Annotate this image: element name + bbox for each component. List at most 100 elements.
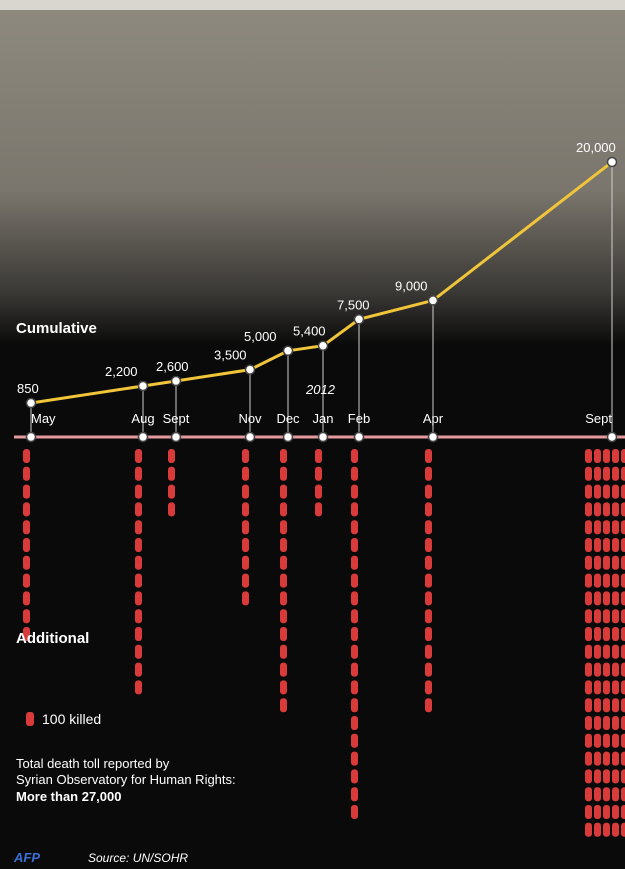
additional-unit-1-0-11: [135, 644, 142, 659]
additional-unit-8-1-13: [594, 680, 601, 695]
additional-unit-4-0-8: [280, 591, 287, 606]
additional-unit-8-1-2: [594, 484, 601, 499]
additional-unit-6-0-16: [351, 733, 358, 748]
additional-unit-1-0-4: [135, 520, 142, 535]
additional-unit-8-2-18: [603, 769, 610, 784]
additional-unit-8-3-19: [612, 787, 619, 802]
additional-unit-8-1-1: [594, 466, 601, 481]
cumulative-point-1: [137, 380, 149, 392]
additional-unit-0-0-9: [23, 609, 30, 624]
additional-unit-0-0-5: [23, 538, 30, 552]
additional-unit-7-0-13: [425, 680, 432, 695]
additional-unit-8-2-15: [603, 716, 610, 730]
additional-unit-8-1-18: [594, 769, 601, 784]
additional-unit-8-4-15: [621, 716, 625, 730]
additional-unit-1-0-2: [135, 484, 142, 499]
additional-unit-8-4-12: [621, 662, 625, 677]
additional-unit-1-0-12: [135, 662, 142, 677]
additional-unit-7-0-0: [425, 449, 432, 463]
additional-unit-1-0-13: [135, 680, 142, 695]
additional-unit-8-0-21: [585, 822, 592, 837]
additional-unit-8-0-13: [585, 680, 592, 695]
additional-unit-6-0-5: [351, 538, 358, 552]
additional-unit-7-0-4: [425, 520, 432, 535]
axis-marker-1: [137, 431, 149, 443]
additional-unit-8-3-6: [612, 555, 619, 570]
cumulative-point-3: [244, 364, 256, 375]
additional-unit-6-0-9: [351, 609, 358, 624]
year-marker: 2012: [306, 382, 335, 397]
additional-unit-6-0-11: [351, 644, 358, 659]
additional-unit-8-3-4: [612, 520, 619, 535]
cumulative-point-0: [25, 397, 37, 409]
additional-unit-8-4-1: [621, 466, 625, 481]
additional-unit-8-3-2: [612, 484, 619, 499]
total-line-1: Total death toll reported by: [16, 756, 170, 771]
additional-unit-8-2-8: [603, 591, 610, 606]
cumulative-value-label-7: 9,000: [395, 278, 428, 293]
additional-unit-7-0-9: [425, 609, 432, 624]
additional-unit-8-2-5: [603, 538, 610, 552]
additional-unit-2-0-3: [168, 502, 175, 517]
additional-unit-8-1-21: [594, 822, 601, 837]
additional-unit-6-0-15: [351, 716, 358, 730]
axis-marker-3: [244, 431, 256, 443]
additional-unit-4-0-9: [280, 609, 287, 624]
additional-unit-0-0-6: [23, 555, 30, 570]
additional-unit-5-0-1: [315, 466, 322, 481]
additional-unit-8-3-14: [612, 698, 619, 713]
additional-unit-6-0-18: [351, 769, 358, 784]
background-photo: [0, 0, 625, 345]
additional-unit-6-0-13: [351, 680, 358, 695]
additional-unit-3-0-4: [242, 520, 249, 535]
additional-unit-4-0-12: [280, 662, 287, 677]
cumulative-value-label-0: 850: [17, 381, 39, 396]
additional-unit-8-1-0: [594, 449, 601, 463]
additional-unit-8-4-10: [621, 627, 625, 641]
additional-unit-8-1-6: [594, 555, 601, 570]
additional-unit-8-3-11: [612, 644, 619, 659]
additional-unit-8-4-8: [621, 591, 625, 606]
additional-unit-8-4-18: [621, 769, 625, 784]
additional-unit-8-0-12: [585, 662, 592, 677]
category-label-4: Dec: [276, 411, 300, 426]
category-label-6: Feb: [348, 411, 370, 426]
additional-unit-1-0-1: [135, 466, 142, 481]
additional-unit-6-0-20: [351, 805, 358, 819]
legend-unit-label: 100 killed: [42, 711, 102, 727]
afp-logo: AFP: [14, 850, 40, 865]
axis-marker-0: [25, 431, 37, 443]
additional-unit-6-0-19: [351, 787, 358, 802]
additional-unit-8-2-6: [603, 555, 610, 570]
additional-unit-8-4-21: [621, 822, 625, 837]
cumulative-value-label-1: 2,200: [105, 364, 138, 379]
additional-unit-5-0-2: [315, 484, 322, 499]
category-label-1: Aug: [131, 411, 154, 426]
additional-unit-8-4-3: [621, 502, 625, 517]
legend-unit-icon: [26, 712, 34, 726]
axis-marker-4: [282, 431, 294, 443]
additional-unit-4-0-7: [280, 573, 287, 588]
additional-unit-4-0-2: [280, 484, 287, 499]
cumulative-point-4: [282, 345, 294, 357]
additional-unit-1-0-8: [135, 591, 142, 606]
additional-unit-8-0-3: [585, 502, 592, 517]
additional-unit-6-0-14: [351, 698, 358, 713]
additional-unit-8-0-14: [585, 698, 592, 713]
additional-unit-8-3-1: [612, 466, 619, 481]
axis-marker-7: [427, 431, 439, 443]
additional-unit-6-0-17: [351, 751, 358, 766]
additional-unit-0-0-7: [23, 573, 30, 588]
additional-unit-8-3-16: [612, 733, 619, 748]
category-label-7: Apr: [423, 411, 444, 426]
additional-unit-8-2-1: [603, 466, 610, 481]
axis-marker-2: [170, 431, 182, 443]
additional-unit-8-4-7: [621, 573, 625, 588]
additional-unit-3-0-6: [242, 555, 249, 570]
additional-unit-8-1-10: [594, 627, 601, 641]
additional-unit-8-1-20: [594, 805, 601, 819]
additional-unit-8-1-5: [594, 538, 601, 552]
additional-unit-8-0-0: [585, 449, 592, 463]
cumulative-label: Cumulative: [16, 320, 97, 337]
